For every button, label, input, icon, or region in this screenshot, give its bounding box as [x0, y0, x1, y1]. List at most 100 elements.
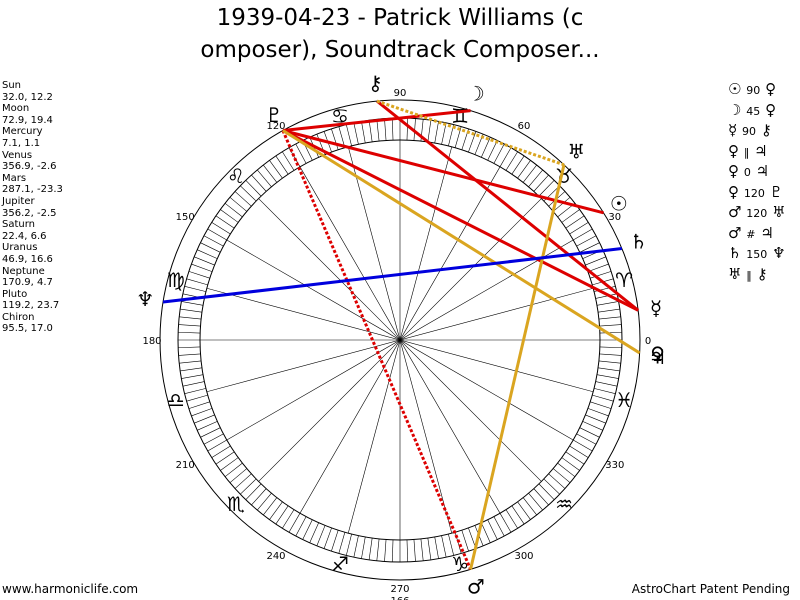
degree-tick	[263, 497, 278, 516]
aspect-line	[282, 129, 639, 312]
degree-tick	[211, 445, 231, 458]
planet-moon-icon: ☽	[467, 81, 485, 105]
degree-tick	[384, 539, 387, 562]
aspect-line	[469, 164, 566, 570]
degree-tick	[188, 271, 210, 279]
degree-tick	[257, 169, 272, 187]
aspect-planet-b: ♅	[772, 203, 786, 221]
degree-tick	[338, 126, 346, 148]
degree-tick	[487, 519, 498, 540]
degree-tick	[215, 215, 235, 229]
degree-tick	[557, 462, 576, 477]
degree-tick	[499, 513, 512, 533]
degree-tick	[598, 360, 621, 364]
aspect-planet-a: ☉	[728, 80, 742, 98]
wheel-outer-circle	[159, 99, 641, 581]
degree-tick	[406, 118, 409, 141]
aspect-type: 90	[746, 84, 761, 97]
degree-tick	[288, 513, 301, 533]
degree-tick	[585, 256, 606, 266]
sign-sagittarius-icon: ♐	[331, 552, 349, 576]
aspect-planet-b: ♃	[760, 223, 774, 242]
degree-label: 150	[176, 212, 195, 223]
bottom-value-label: 166	[390, 596, 409, 600]
aspect-planet-a: ☽	[728, 100, 742, 119]
degree-label: 210	[176, 460, 195, 471]
degree-tick	[487, 140, 498, 161]
degree-tick	[186, 278, 208, 286]
degree-tick	[234, 473, 252, 489]
degree-tick	[587, 263, 609, 272]
degree-tick	[505, 151, 518, 171]
degree-tick	[565, 451, 585, 465]
degree-tick	[569, 222, 589, 235]
degree-tick	[229, 468, 247, 483]
degree-tick	[181, 374, 204, 379]
aspect-row: ☉ 90 ♀	[728, 80, 800, 101]
degree-tick	[220, 209, 239, 223]
planet-pluto-icon: ♇	[265, 103, 283, 127]
sign-scorpio-icon: ♏	[227, 492, 245, 516]
degree-tick	[220, 457, 239, 471]
aspect-line	[376, 99, 640, 312]
degree-tick	[180, 367, 202, 372]
aspect-planet-b: ⚷	[756, 264, 768, 283]
degree-tick	[391, 118, 394, 141]
aspect-planet-b: ♀	[765, 100, 777, 119]
degree-tick	[595, 381, 618, 387]
planet-mercury-icon: ☿	[650, 296, 662, 320]
degree-tick	[420, 538, 424, 561]
planet-sun-icon: ☉	[610, 191, 628, 215]
aspect-row: ♂ 120 ♅	[728, 203, 800, 224]
degree-tick	[331, 128, 339, 150]
degree-tick	[590, 271, 612, 279]
position-name-mercury: Mercury	[2, 126, 43, 138]
degree-tick	[194, 256, 215, 266]
sign-leo-icon: ♌	[227, 164, 245, 188]
position-value-moon: 72.9, 19.4	[2, 114, 53, 126]
aspect-planet-a: ☿	[728, 121, 738, 139]
degree-tick	[573, 228, 593, 241]
degree-tick	[240, 185, 257, 202]
aspect-row: ☽ 45 ♀	[728, 101, 800, 122]
degree-tick	[538, 180, 555, 197]
sign-virgo-icon: ♍	[167, 268, 185, 292]
aspect-planet-b: ♆	[772, 244, 786, 262]
degree-label: 60	[518, 121, 531, 132]
degree-tick	[197, 249, 218, 259]
degree-tick	[598, 367, 620, 372]
degree-tick	[203, 235, 224, 247]
degree-tick	[188, 401, 210, 409]
degree-tick	[234, 191, 252, 207]
degree-tick	[346, 124, 352, 147]
planet-saturn-icon: ♄	[630, 230, 648, 254]
degree-tick	[346, 533, 352, 556]
degree-tick	[207, 228, 227, 241]
degree-tick	[316, 525, 326, 546]
degree-tick	[368, 538, 373, 560]
aspect-type: 120	[743, 186, 765, 200]
degree-tick	[197, 421, 218, 431]
position-value-venus: 356.9, -2.6	[2, 161, 57, 173]
degree-tick	[391, 539, 394, 562]
position-name-uranus: Uranus	[2, 242, 38, 254]
degree-tick	[263, 164, 278, 183]
degree-tick	[505, 509, 518, 529]
degree-tick	[179, 316, 202, 320]
degree-tick	[361, 536, 366, 559]
degree-tick	[528, 169, 543, 187]
aspect-row: ♂ # ♃	[728, 224, 800, 245]
degree-tick	[191, 408, 213, 417]
degree-tick	[511, 505, 525, 525]
position-name-chiron: Chiron	[2, 311, 35, 323]
degree-tick	[207, 439, 227, 452]
aspect-planet-a: ♀	[728, 141, 739, 160]
footer-patent-note: AstroChart Patent Pending	[631, 582, 790, 596]
degree-tick	[181, 301, 204, 306]
planet-jupiter-icon: ♃	[648, 345, 666, 369]
degree-tick	[522, 164, 537, 183]
degree-tick	[585, 414, 606, 424]
degree-tick	[251, 488, 267, 506]
degree-tick	[194, 414, 215, 424]
degree-tick	[376, 119, 380, 142]
